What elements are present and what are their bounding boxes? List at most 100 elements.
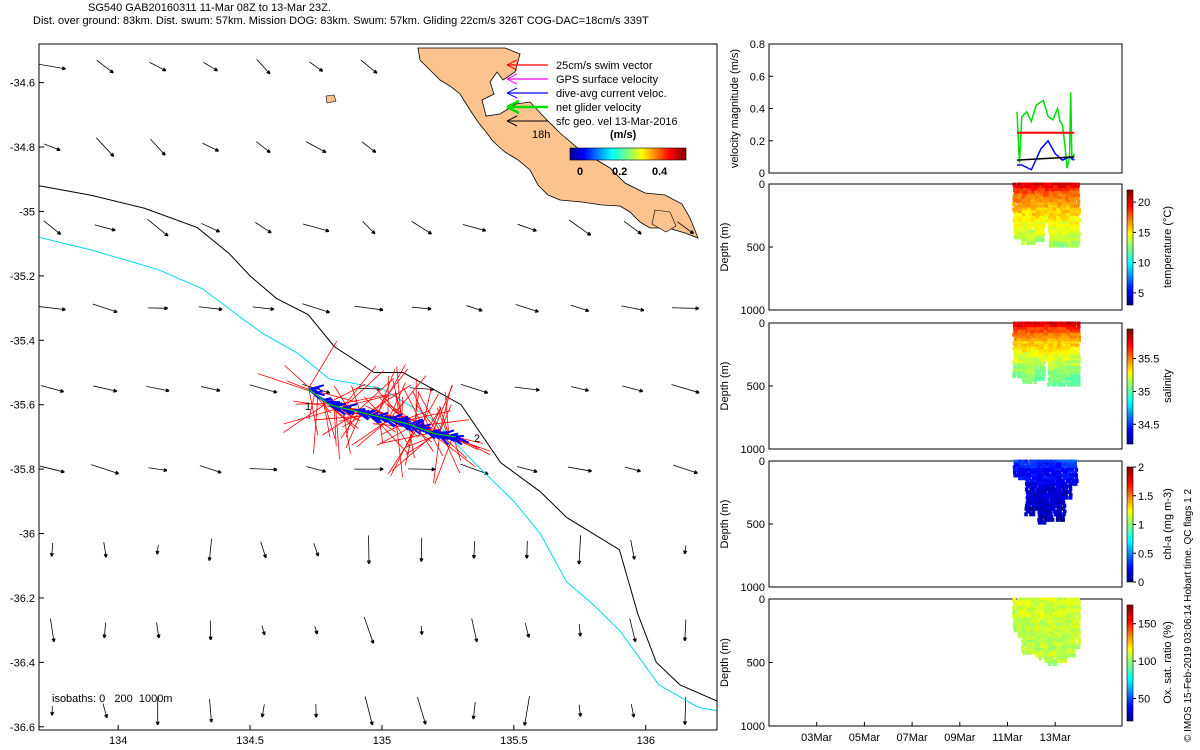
oxygen-profile-point [1044,642,1048,647]
oxygen-profile-point [1039,628,1044,633]
temperature-profile-point [1013,193,1017,198]
temperature-profile-point [1076,213,1080,218]
geo-velocity-arrowhead [209,718,214,723]
swim-vector [327,383,366,404]
chlorophyll-profile-point [1059,467,1063,472]
chlorophyll-profile-point [1037,476,1041,481]
temperature-profile-point [1032,229,1036,234]
salinity-profile-point [1025,360,1029,365]
geo-velocity-arrow [260,541,267,558]
oxygen-profile-point [1022,619,1027,624]
chlorophyll-profile-point [1024,503,1029,508]
oxygen-profile-point [1058,619,1063,624]
oxygen-profile-point [1016,608,1020,613]
temperature-profile-point [1039,221,1043,226]
temperature-profile-point [1075,188,1080,193]
chlorophyll-profile-point [1015,473,1020,478]
chlorophyll-profile-point [1043,498,1047,503]
chlorophyll-profile-point [1044,473,1048,478]
temperature-profile-point [1034,213,1039,218]
chlorophyll-profile-point [1024,476,1028,481]
map-y-tick-label: -35.4 [10,335,35,347]
temperature-profile-point [1026,193,1031,198]
salinity-profile-point [1016,321,1021,326]
map-y-tick-label: -34.6 [10,78,35,90]
chlorophyll-profile-point [1027,481,1032,486]
salinity-profile-point [1055,365,1059,370]
geo-velocity-arrow [621,305,644,311]
oxygen-profile-point [1046,603,1051,608]
temperature-profile-point [1047,202,1052,207]
oxygen-profile-point [1065,653,1069,658]
chlorophyll-profile-point [1067,470,1072,475]
salinity-profile-point [1048,332,1052,337]
chlorophyll-profile-point [1031,509,1036,514]
temperature-profile-point [1021,210,1026,215]
oxygen-profile-point [1062,636,1067,641]
temperature-profile-point [1035,207,1040,212]
map-x-tick-label: 134 [109,735,127,747]
chlorophyll-profile-point [1059,517,1063,522]
oxygen-profile-point [1018,617,1022,622]
geo-velocity-arrowhead [639,388,644,393]
temperature-profile-point [1013,190,1018,195]
oxygen-profile-point [1070,606,1074,611]
chlorophyll-y-axis-label: Depth (m) [719,500,731,549]
salinity-profile-point [1034,324,1039,329]
oxygen-profile-point [1052,622,1056,627]
chlorophyll-profile-point [1049,462,1054,467]
temperature-profile-point [1057,213,1062,218]
salinity-profile-point [1048,360,1052,365]
temperature-profile-point [1037,210,1041,215]
oxygen-profile-point [1016,619,1020,624]
temperature-profile-point [1044,190,1048,195]
coast-islet [325,94,337,104]
salinity-profile-point [1041,332,1046,337]
oxygen-profile-point [1053,639,1057,644]
temperature-profile-point [1076,229,1080,234]
chlorophyll-profile-point [1055,517,1060,522]
oxygen-profile-point [1048,608,1053,613]
chlorophyll-profile-point [1041,470,1045,475]
geo-velocity-arrow [156,622,160,638]
chlorophyll-profile-point [1061,462,1065,467]
salinity-profile-point [1069,365,1074,370]
salinity-profile-point [1048,365,1052,370]
geo-velocity-arrowhead [373,69,378,74]
salinity-profile-point [1074,368,1078,373]
salinity-profile-point [1026,341,1030,346]
oxygen-profile-point [1065,642,1069,647]
chlorophyll-profile-point [1046,462,1050,467]
oxygen-profile-point [1048,639,1053,644]
chlorophyll-profile-point [1037,495,1041,500]
geo-velocity-arrowhead [314,713,319,718]
oxygen-profile-point [1070,639,1074,644]
geo-velocity-arrowhead [213,67,219,72]
geo-velocity-arrow [249,468,277,471]
salinity-profile-point [1077,365,1081,370]
oxygen-profile-point [1026,611,1030,616]
geo-velocity-arrow [514,386,540,391]
temperature-profile-point [1031,190,1035,195]
temperature-profile-point [1048,182,1053,187]
temperature-profile-point [1070,207,1075,212]
temperature-profile-point [1028,199,1032,204]
oxygen-profile-point [1044,611,1048,616]
salinity-profile-point [1022,324,1026,329]
temperature-profile-point [1021,238,1025,243]
temperature-profile-point [1022,218,1026,223]
temperature-profile-point [1059,185,1064,190]
salinity-profile-point [1057,332,1061,337]
temperature-profile-point [1033,215,1037,220]
salinity-profile-point [1012,324,1017,329]
salinity-profile-point [1050,363,1055,368]
geo-velocity-arrow [202,142,219,152]
oxygen-profile-point [1077,600,1081,605]
chlorophyll-profile-point [1071,481,1075,486]
oxygen-profile-point [1026,628,1030,633]
oxygen-profile-point [1012,608,1017,613]
geo-velocity-arrowhead [322,149,327,154]
oxygen-profile-point [1036,617,1041,622]
geo-velocity-arrowhead [369,721,374,726]
temperature-profile-point [1039,182,1044,187]
